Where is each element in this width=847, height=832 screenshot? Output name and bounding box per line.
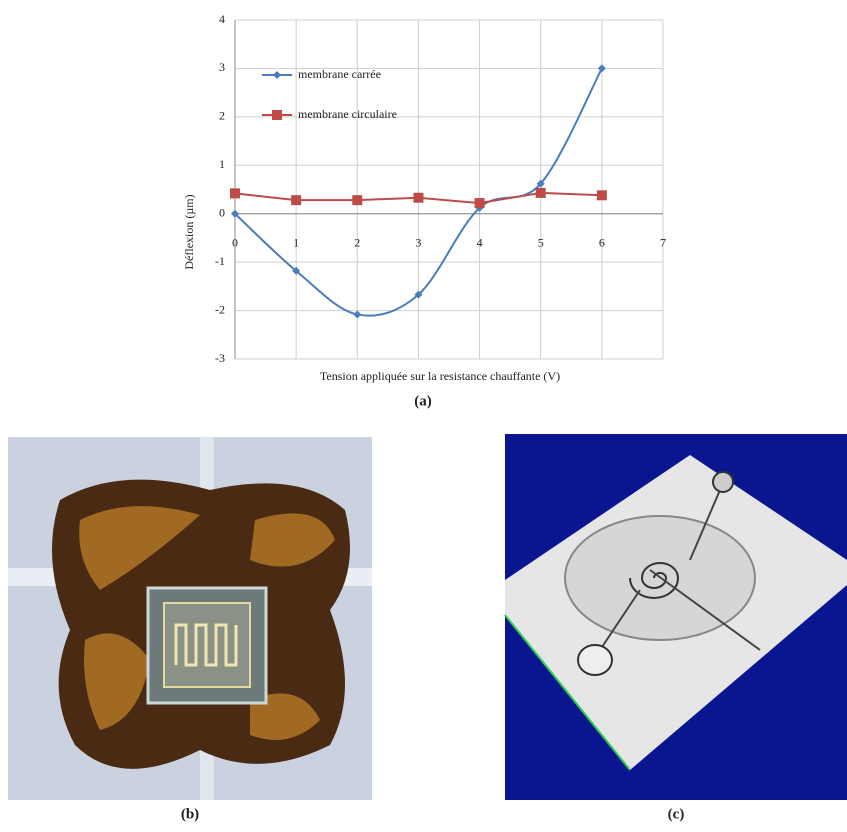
- x-axis-title: Tension appliquée sur la resistance chau…: [320, 369, 560, 383]
- x-tick-label: 3: [415, 235, 421, 249]
- x-tick-label: 7: [660, 235, 666, 249]
- photo-texture: [79, 506, 335, 740]
- chart: -3-2-10123401234567membrane carréemembra…: [215, 12, 666, 365]
- marker: [292, 266, 301, 275]
- photo-heater: [174, 623, 238, 667]
- photo-pad: [577, 644, 613, 676]
- y-tick-label: -1: [215, 254, 225, 268]
- caption: (c): [668, 806, 685, 822]
- x-tick-label: 1: [293, 235, 299, 249]
- marker: [353, 310, 362, 319]
- legend-label: membrane carrée: [298, 67, 381, 81]
- marker: [596, 190, 607, 201]
- photo-pad: [712, 471, 734, 493]
- legend-marker: [272, 110, 282, 120]
- legend-label: membrane circulaire: [298, 107, 397, 121]
- legend-marker: [273, 71, 281, 79]
- x-tick-label: 6: [599, 235, 605, 249]
- marker: [414, 290, 423, 299]
- marker: [413, 192, 424, 203]
- marker: [230, 188, 240, 199]
- caption: (b): [181, 806, 199, 822]
- y-tick-label: -2: [215, 302, 225, 316]
- marker: [535, 187, 546, 198]
- y-tick-label: 3: [219, 60, 225, 74]
- marker: [474, 198, 485, 209]
- x-tick-label: 4: [477, 235, 483, 249]
- marker: [597, 64, 606, 73]
- photo-b: [8, 437, 372, 800]
- y-tick-label: 2: [219, 109, 225, 123]
- y-tick-label: -3: [215, 351, 225, 365]
- marker: [536, 179, 545, 188]
- photo-track: [599, 489, 761, 651]
- y-tick-label: 0: [219, 205, 225, 219]
- marker: [291, 195, 302, 206]
- y-axis-title: Déflexion (µm): [182, 194, 196, 269]
- marker: [352, 195, 363, 206]
- x-tick-label: 5: [538, 235, 544, 249]
- caption: (a): [414, 393, 432, 409]
- photo-spiral: [629, 562, 680, 599]
- y-tick-label: 4: [219, 12, 225, 26]
- photo-edge: [504, 614, 631, 771]
- photo-c: [504, 434, 847, 800]
- marker: [231, 209, 239, 218]
- x-tick-label: 2: [354, 235, 360, 249]
- y-tick-label: 1: [219, 157, 225, 171]
